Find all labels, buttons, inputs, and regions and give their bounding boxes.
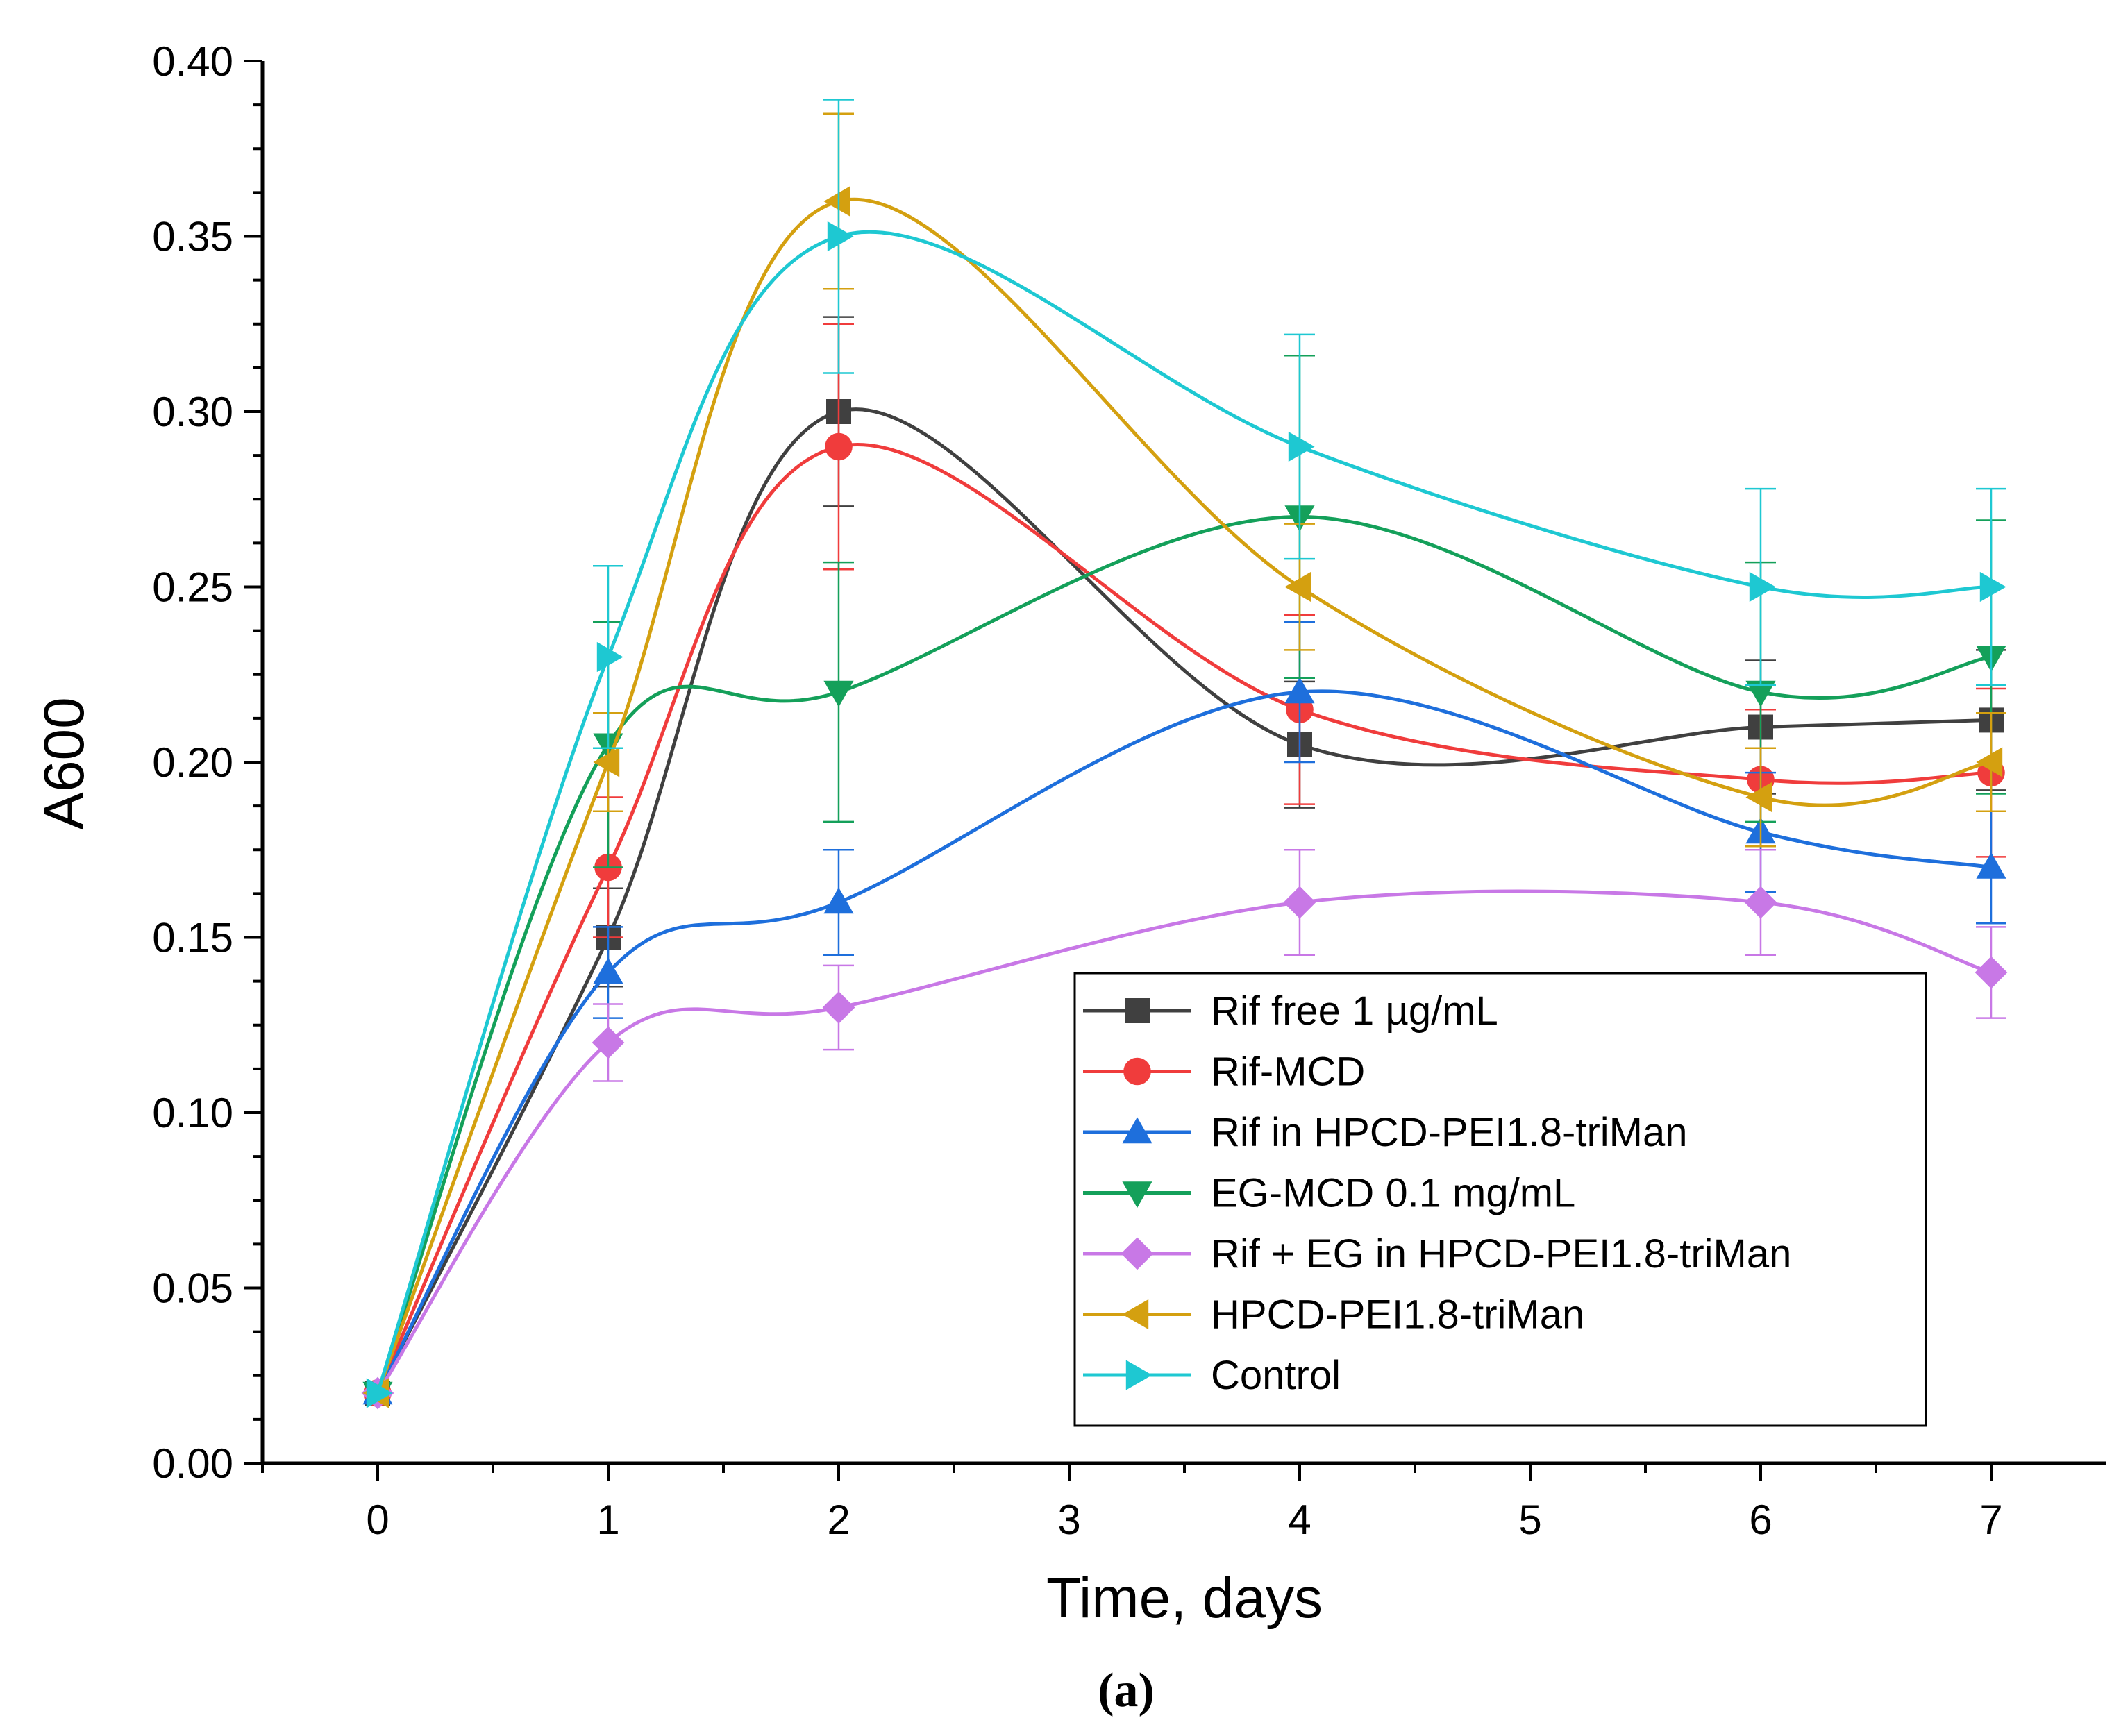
- data-point: [827, 221, 854, 252]
- legend-label: EG-MCD 0.1 mg/mL: [1211, 1171, 1575, 1216]
- figure-caption: (a): [1098, 1664, 1155, 1717]
- series-line: [376, 197, 1992, 1394]
- data-point: [1284, 571, 1311, 602]
- data-point: [823, 186, 850, 217]
- data-point: [1749, 571, 1776, 602]
- legend-label: Rif free 1 µg/mL: [1211, 988, 1498, 1034]
- data-point: [823, 887, 854, 914]
- legend-marker: [1122, 1299, 1149, 1330]
- y-tick-label: 0.30: [152, 389, 233, 435]
- data-point: [1283, 886, 1316, 919]
- legend-label: Rif-MCD: [1211, 1050, 1365, 1095]
- legend: Rif free 1 µg/mL Rif-MCD Rif in HPCD-PEI1.…: [1073, 972, 1927, 1427]
- legend-entry: Rif-MCD: [1083, 1050, 1365, 1095]
- legend-marker: [1125, 998, 1150, 1023]
- data-point: [1288, 431, 1315, 462]
- data-point: [1979, 571, 2006, 602]
- series-line: [376, 230, 1992, 1394]
- data-point: [823, 680, 854, 707]
- data-point: [593, 747, 620, 777]
- legend-box: [1073, 972, 1927, 1427]
- series-line: [376, 443, 1992, 1394]
- legend-entry: Control: [1083, 1353, 1341, 1398]
- legend-entry: Rif free 1 µg/mL: [1083, 988, 1498, 1034]
- legend-label: Rif + EG in HPCD-PEI1.8-triMan: [1211, 1231, 1791, 1276]
- x-tick-label: 2: [827, 1497, 850, 1543]
- y-tick-label: 0.35: [152, 214, 233, 260]
- legend-label: Control: [1211, 1353, 1341, 1398]
- data-point: [596, 641, 623, 673]
- series-7: [366, 99, 2006, 1408]
- y-axis-title: A600: [33, 697, 96, 830]
- data-point: [1975, 956, 2008, 989]
- legend-entry: Rif + EG in HPCD-PEI1.8-triMan: [1083, 1231, 1791, 1276]
- x-tick-label: 3: [1057, 1497, 1080, 1543]
- x-axis-title: Time, days: [1046, 1567, 1323, 1630]
- y-tick-label: 0.40: [152, 38, 233, 85]
- legend-marker: [1123, 1057, 1151, 1086]
- data-point: [1976, 852, 2006, 879]
- y-tick-label: 0.15: [152, 915, 233, 961]
- ticks-layer: 0 1 2 3 4 5 6 7 0.00 0.05 0.10 0.15 0.20 0.25 0.30 0.35…: [152, 38, 2002, 1543]
- y-tick-label: 0.05: [152, 1265, 233, 1312]
- legend-entry: EG-MCD 0.1 mg/mL: [1083, 1171, 1575, 1216]
- y-tick-label: 0.00: [152, 1440, 233, 1487]
- data-point: [1284, 677, 1315, 704]
- y-tick-label: 0.10: [152, 1090, 233, 1136]
- legend-marker: [1122, 1117, 1152, 1144]
- x-tick-label: 7: [1979, 1497, 2002, 1543]
- legend-marker: [1122, 1181, 1152, 1208]
- legend-marker: [1121, 1237, 1154, 1270]
- data-point: [1745, 680, 1776, 707]
- series-line: [376, 407, 1992, 1394]
- series-layer: [361, 99, 2008, 1410]
- x-tick-label: 0: [366, 1497, 389, 1543]
- data-point: [1976, 747, 2003, 777]
- x-tick-label: 1: [596, 1497, 619, 1543]
- data-point: [366, 1378, 393, 1408]
- series-line: [376, 514, 1992, 1394]
- legend-label: HPCD-PEI1.8-triMan: [1211, 1292, 1584, 1338]
- legend-marker: [1125, 1360, 1152, 1390]
- x-tick-label: 5: [1518, 1497, 1541, 1543]
- data-point: [822, 991, 855, 1024]
- legend-label: Rif in HPCD-PEI1.8-triMan: [1211, 1110, 1687, 1155]
- x-tick-label: 6: [1749, 1497, 1772, 1543]
- data-point: [593, 957, 623, 984]
- data-point: [1745, 782, 1772, 813]
- legend-entry: HPCD-PEI1.8-triMan: [1083, 1292, 1584, 1338]
- data-point: [825, 432, 853, 461]
- legend-entry: Rif in HPCD-PEI1.8-triMan: [1083, 1110, 1687, 1155]
- data-point: [592, 1026, 625, 1059]
- y-tick-label: 0.25: [152, 564, 233, 611]
- x-tick-label: 4: [1288, 1497, 1311, 1543]
- y-tick-label: 0.20: [152, 739, 233, 786]
- data-point: [1744, 886, 1777, 919]
